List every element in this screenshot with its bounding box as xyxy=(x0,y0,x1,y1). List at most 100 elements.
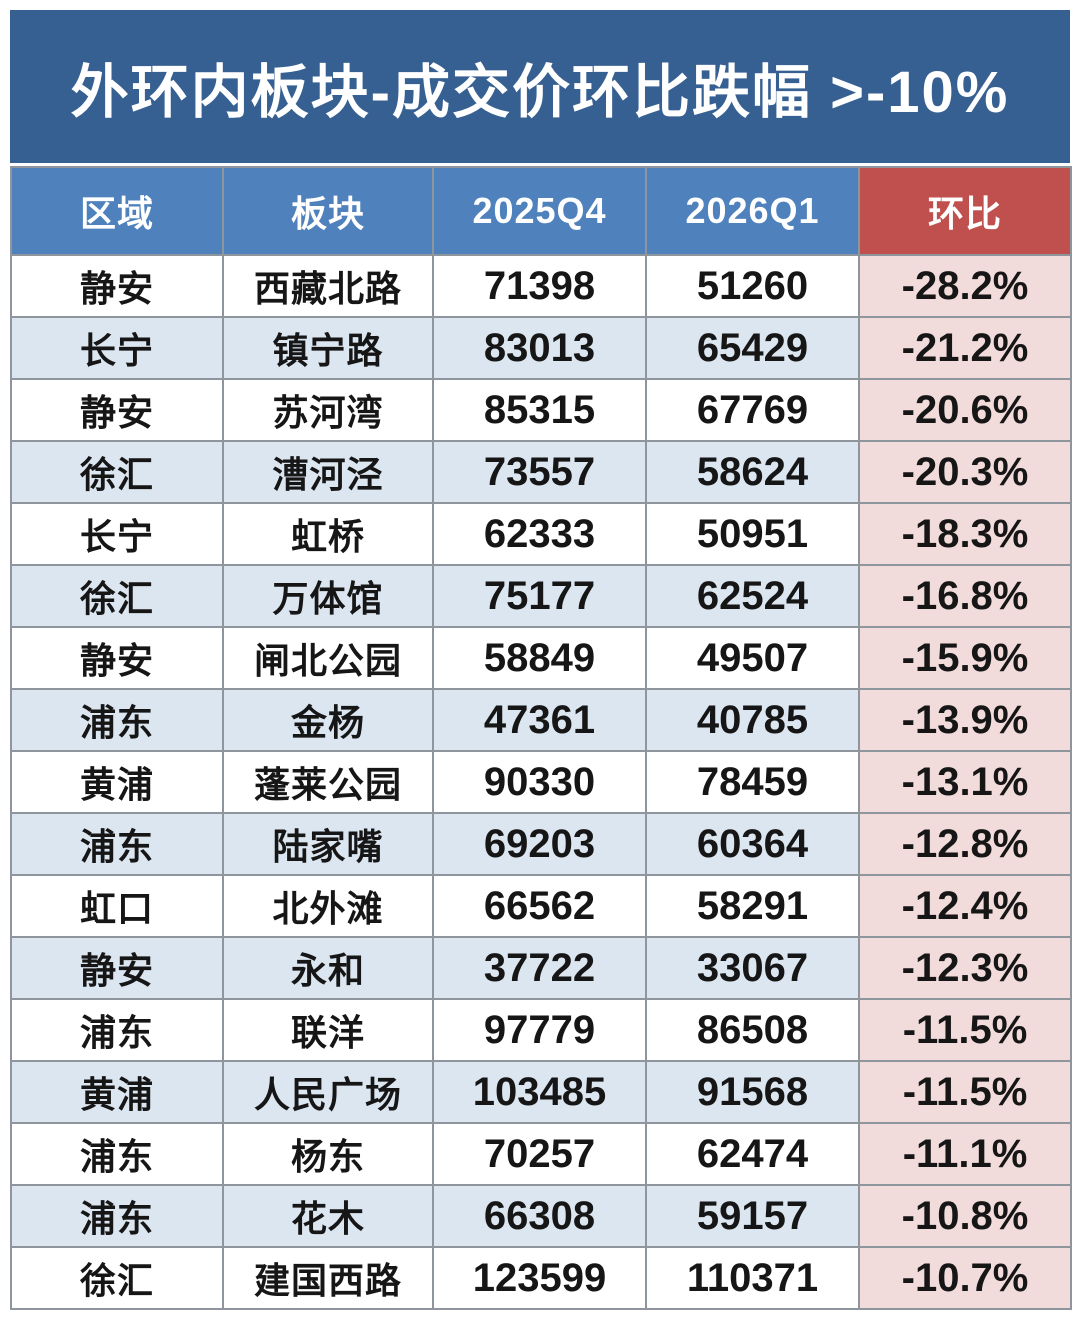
q1-price-cell: 110371 xyxy=(645,1246,860,1310)
q4-price-cell: 58849 xyxy=(432,626,647,690)
col-header-block: 板块 xyxy=(222,166,434,256)
table-row: 黄浦 蓬莱公园 90330 78459 -13.1% xyxy=(10,750,1072,814)
qoq-change-cell: -20.6% xyxy=(858,378,1072,442)
table-header: 区域 板块 2025Q4 2026Q1 环比 xyxy=(10,166,1072,256)
table-row: 虹口 北外滩 66562 58291 -12.4% xyxy=(10,874,1072,938)
region-cell: 徐汇 xyxy=(10,564,224,628)
q4-price-cell: 123599 xyxy=(432,1246,647,1310)
block-cell: 万体馆 xyxy=(222,564,434,628)
block-cell: 北外滩 xyxy=(222,874,434,938)
q1-price-cell: 59157 xyxy=(645,1184,860,1248)
region-cell: 浦东 xyxy=(10,998,224,1062)
region-cell: 黄浦 xyxy=(10,1060,224,1124)
qoq-change-cell: -10.7% xyxy=(858,1246,1072,1310)
q4-price-cell: 75177 xyxy=(432,564,647,628)
block-cell: 苏河湾 xyxy=(222,378,434,442)
region-cell: 浦东 xyxy=(10,688,224,752)
q1-price-cell: 60364 xyxy=(645,812,860,876)
table-row: 浦东 金杨 47361 40785 -13.9% xyxy=(10,688,1072,752)
q1-price-cell: 65429 xyxy=(645,316,860,380)
region-cell: 浦东 xyxy=(10,1122,224,1186)
col-header-2025q4: 2025Q4 xyxy=(432,166,647,256)
page-title: 外环内板块-成交价环比跌幅 >-10% xyxy=(10,10,1070,163)
q4-price-cell: 83013 xyxy=(432,316,647,380)
q4-price-cell: 71398 xyxy=(432,254,647,318)
table-row: 徐汇 万体馆 75177 62524 -16.8% xyxy=(10,564,1072,628)
header-row: 区域 板块 2025Q4 2026Q1 环比 xyxy=(10,166,1072,256)
region-cell: 浦东 xyxy=(10,812,224,876)
q1-price-cell: 91568 xyxy=(645,1060,860,1124)
table-row: 浦东 联洋 97779 86508 -11.5% xyxy=(10,998,1072,1062)
block-cell: 闸北公园 xyxy=(222,626,434,690)
block-cell: 建国西路 xyxy=(222,1246,434,1310)
q4-price-cell: 62333 xyxy=(432,502,647,566)
qoq-change-cell: -12.3% xyxy=(858,936,1072,1000)
col-header-2026q1: 2026Q1 xyxy=(645,166,860,256)
region-cell: 静安 xyxy=(10,936,224,1000)
qoq-change-cell: -13.1% xyxy=(858,750,1072,814)
table-row: 静安 西藏北路 71398 51260 -28.2% xyxy=(10,254,1072,318)
q1-price-cell: 78459 xyxy=(645,750,860,814)
q4-price-cell: 47361 xyxy=(432,688,647,752)
col-header-qoq: 环比 xyxy=(858,166,1072,256)
table-row: 静安 闸北公园 58849 49507 -15.9% xyxy=(10,626,1072,690)
table-row: 徐汇 建国西路 123599 110371 -10.7% xyxy=(10,1246,1072,1310)
qoq-change-cell: -16.8% xyxy=(858,564,1072,628)
block-cell: 陆家嘴 xyxy=(222,812,434,876)
block-cell: 金杨 xyxy=(222,688,434,752)
table-row: 静安 苏河湾 85315 67769 -20.6% xyxy=(10,378,1072,442)
q1-price-cell: 58291 xyxy=(645,874,860,938)
table-row: 浦东 杨东 70257 62474 -11.1% xyxy=(10,1122,1072,1186)
table-row: 黄浦 人民广场 103485 91568 -11.5% xyxy=(10,1060,1072,1124)
table-row: 徐汇 漕河泾 73557 58624 -20.3% xyxy=(10,440,1072,504)
q4-price-cell: 85315 xyxy=(432,378,647,442)
region-cell: 徐汇 xyxy=(10,440,224,504)
qoq-change-cell: -12.8% xyxy=(858,812,1072,876)
q1-price-cell: 51260 xyxy=(645,254,860,318)
region-cell: 徐汇 xyxy=(10,1246,224,1310)
qoq-change-cell: -11.5% xyxy=(858,998,1072,1062)
block-cell: 虹桥 xyxy=(222,502,434,566)
q4-price-cell: 69203 xyxy=(432,812,647,876)
region-cell: 浦东 xyxy=(10,1184,224,1248)
qoq-change-cell: -13.9% xyxy=(858,688,1072,752)
block-cell: 杨东 xyxy=(222,1122,434,1186)
q1-price-cell: 62524 xyxy=(645,564,860,628)
block-cell: 漕河泾 xyxy=(222,440,434,504)
q1-price-cell: 40785 xyxy=(645,688,860,752)
region-cell: 静安 xyxy=(10,626,224,690)
qoq-change-cell: -21.2% xyxy=(858,316,1072,380)
q4-price-cell: 66562 xyxy=(432,874,647,938)
q4-price-cell: 90330 xyxy=(432,750,647,814)
region-cell: 虹口 xyxy=(10,874,224,938)
region-cell: 静安 xyxy=(10,254,224,318)
price-table: 区域 板块 2025Q4 2026Q1 环比 静安 西藏北路 71398 512… xyxy=(10,166,1072,1310)
q1-price-cell: 49507 xyxy=(645,626,860,690)
q1-price-cell: 62474 xyxy=(645,1122,860,1186)
block-cell: 永和 xyxy=(222,936,434,1000)
col-header-region: 区域 xyxy=(10,166,224,256)
block-cell: 联洋 xyxy=(222,998,434,1062)
region-cell: 静安 xyxy=(10,378,224,442)
table-row: 长宁 镇宁路 83013 65429 -21.2% xyxy=(10,316,1072,380)
q4-price-cell: 70257 xyxy=(432,1122,647,1186)
table-row: 静安 永和 37722 33067 -12.3% xyxy=(10,936,1072,1000)
qoq-change-cell: -11.5% xyxy=(858,1060,1072,1124)
q1-price-cell: 33067 xyxy=(645,936,860,1000)
table-row: 长宁 虹桥 62333 50951 -18.3% xyxy=(10,502,1072,566)
block-cell: 花木 xyxy=(222,1184,434,1248)
q4-price-cell: 66308 xyxy=(432,1184,647,1248)
q1-price-cell: 86508 xyxy=(645,998,860,1062)
qoq-change-cell: -28.2% xyxy=(858,254,1072,318)
q1-price-cell: 58624 xyxy=(645,440,860,504)
q1-price-cell: 50951 xyxy=(645,502,860,566)
q4-price-cell: 73557 xyxy=(432,440,647,504)
region-cell: 黄浦 xyxy=(10,750,224,814)
qoq-change-cell: -20.3% xyxy=(858,440,1072,504)
block-cell: 镇宁路 xyxy=(222,316,434,380)
qoq-change-cell: -11.1% xyxy=(858,1122,1072,1186)
table-row: 浦东 陆家嘴 69203 60364 -12.8% xyxy=(10,812,1072,876)
table-body: 静安 西藏北路 71398 51260 -28.2% 长宁 镇宁路 83013 … xyxy=(10,254,1072,1310)
q1-price-cell: 67769 xyxy=(645,378,860,442)
